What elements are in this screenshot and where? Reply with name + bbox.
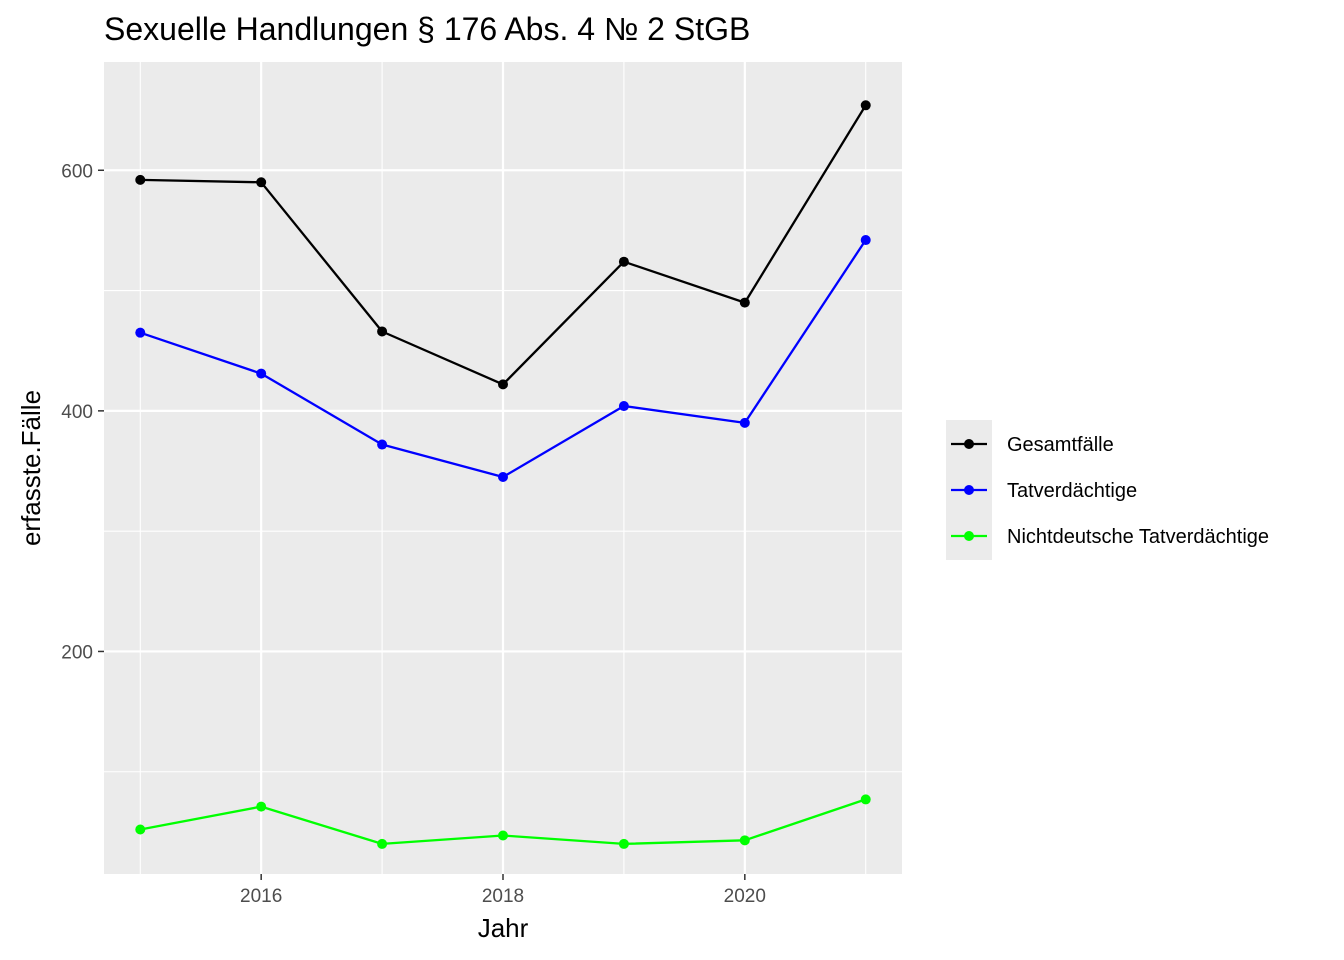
legend-key-point xyxy=(964,485,974,495)
data-point xyxy=(739,835,750,846)
data-point xyxy=(377,439,388,450)
legend-label: Gesamtfälle xyxy=(1007,434,1114,456)
data-point xyxy=(377,326,388,337)
y-tick-label: 600 xyxy=(61,161,93,182)
data-point xyxy=(618,256,629,267)
legend-key-point xyxy=(964,439,974,449)
data-point xyxy=(256,177,267,188)
x-tick-label: 2018 xyxy=(482,886,524,907)
data-point xyxy=(739,417,750,428)
data-point xyxy=(618,401,629,412)
legend: Gesamtfälle Tatverdächtige Nichtdeutsche T… xyxy=(946,420,1269,560)
data-point xyxy=(498,472,508,483)
chart-title: Sexuelle Handlungen § 176 Abs. 4 № 2 StG… xyxy=(104,11,750,47)
y-tick-label: 400 xyxy=(61,402,93,423)
y-tick-label: 200 xyxy=(61,642,93,663)
x-axis-title: Jahr xyxy=(478,913,529,943)
data-point xyxy=(256,368,267,379)
data-point xyxy=(135,327,146,338)
legend-key-point xyxy=(964,531,974,541)
data-point xyxy=(618,838,629,849)
major-gridlines xyxy=(104,62,902,874)
data-point xyxy=(860,235,871,246)
data-point xyxy=(135,824,146,835)
data-point xyxy=(135,174,146,185)
x-tick-label: 2020 xyxy=(724,886,766,907)
axis-layer: 2016 2018 2020 200 400 600 xyxy=(61,161,766,907)
x-tick-label: 2016 xyxy=(240,886,282,907)
data-point xyxy=(860,794,871,805)
data-point xyxy=(498,830,508,841)
legend-label: Tatverdächtige xyxy=(1007,480,1137,502)
data-point xyxy=(739,297,750,308)
y-axis-title: erfasste.Fälle xyxy=(16,390,46,546)
data-point xyxy=(377,838,388,849)
data-point xyxy=(256,801,267,812)
data-point xyxy=(860,100,871,111)
legend-label: Nichtdeutsche Tatverdächtige xyxy=(1007,526,1269,548)
data-point xyxy=(498,379,508,390)
series-layer xyxy=(135,100,871,849)
